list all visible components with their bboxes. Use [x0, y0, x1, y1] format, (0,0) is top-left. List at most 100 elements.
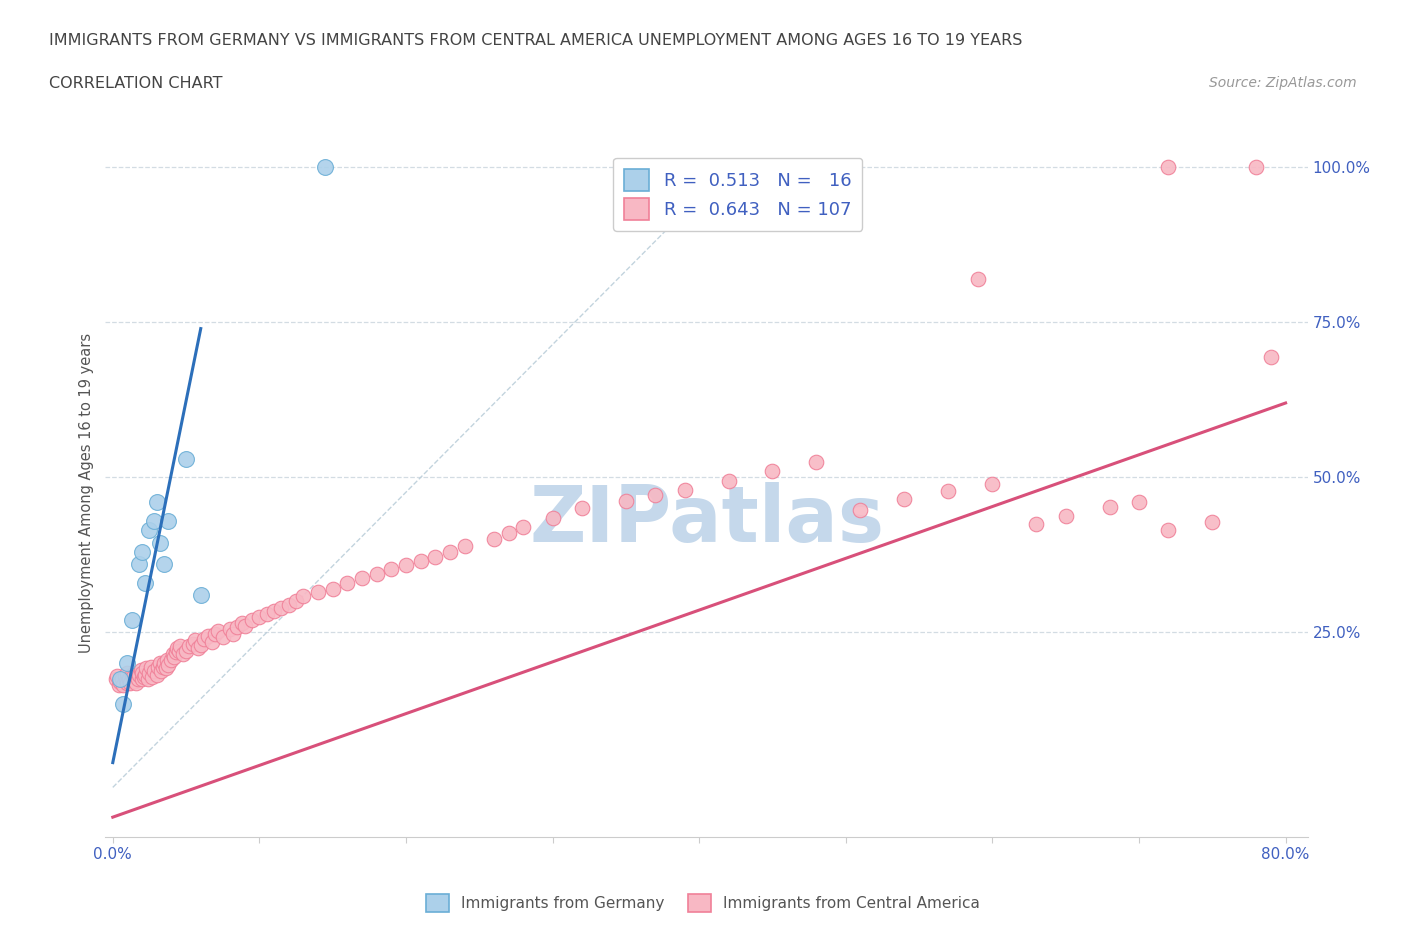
- Point: [322, 581, 344, 596]
- Point: [482, 532, 505, 547]
- Point: [285, 594, 308, 609]
- Point: [138, 665, 160, 680]
- Point: [135, 661, 157, 676]
- Point: [129, 662, 152, 677]
- Point: [117, 665, 139, 680]
- Point: [163, 650, 186, 665]
- Point: [806, 455, 828, 470]
- Point: [166, 641, 188, 656]
- Point: [145, 495, 167, 510]
- Point: [128, 557, 150, 572]
- Point: [148, 659, 170, 674]
- Legend: Immigrants from Germany, Immigrants from Central America: Immigrants from Germany, Immigrants from…: [420, 888, 986, 918]
- Point: [152, 659, 174, 674]
- Point: [177, 639, 200, 654]
- Point: [114, 669, 136, 684]
- Point: [105, 669, 128, 684]
- Point: [120, 676, 142, 691]
- Legend: R =  0.513   N =   16, R =  0.643   N = 107: R = 0.513 N = 16, R = 0.643 N = 107: [613, 158, 862, 231]
- Point: [204, 626, 226, 641]
- Point: [134, 576, 156, 591]
- Point: [121, 613, 143, 628]
- Point: [197, 628, 219, 643]
- Point: [157, 658, 180, 672]
- Point: [134, 667, 156, 682]
- Point: [849, 502, 872, 517]
- Point: [222, 626, 245, 641]
- Point: [153, 656, 176, 671]
- Point: [981, 476, 1004, 491]
- Point: [187, 641, 209, 656]
- Point: [498, 525, 520, 540]
- Point: [149, 535, 172, 550]
- Point: [644, 487, 666, 502]
- Point: [122, 670, 145, 684]
- Point: [153, 557, 176, 572]
- Point: [350, 570, 373, 585]
- Point: [118, 671, 141, 686]
- Point: [108, 674, 131, 689]
- Point: [1201, 514, 1223, 529]
- Point: [149, 656, 172, 671]
- Point: [190, 588, 212, 603]
- Point: [1098, 499, 1121, 514]
- Point: [761, 464, 783, 479]
- Point: [425, 550, 447, 565]
- Point: [1025, 516, 1047, 531]
- Point: [1157, 160, 1180, 175]
- Point: [277, 597, 299, 612]
- Point: [409, 553, 432, 568]
- Point: [117, 656, 139, 671]
- Point: [131, 544, 153, 559]
- Point: [110, 671, 132, 686]
- Point: [614, 494, 637, 509]
- Point: [125, 676, 148, 691]
- Text: CORRELATION CHART: CORRELATION CHART: [49, 76, 222, 91]
- Point: [172, 646, 194, 661]
- Point: [132, 670, 155, 684]
- Point: [233, 618, 256, 633]
- Point: [155, 661, 177, 676]
- Point: [127, 671, 149, 686]
- Point: [160, 653, 183, 668]
- Point: [128, 667, 150, 682]
- Point: [131, 671, 153, 686]
- Point: [142, 663, 165, 678]
- Point: [165, 644, 187, 659]
- Point: [211, 630, 233, 644]
- Point: [141, 670, 163, 684]
- Point: [190, 637, 212, 652]
- Point: [453, 538, 475, 553]
- Point: [1054, 509, 1077, 524]
- Point: [150, 663, 173, 678]
- Point: [157, 513, 180, 528]
- Point: [167, 644, 190, 658]
- Text: IMMIGRANTS FROM GERMANY VS IMMIGRANTS FROM CENTRAL AMERICA UNEMPLOYMENT AMONG AG: IMMIGRANTS FROM GERMANY VS IMMIGRANTS FR…: [49, 33, 1022, 47]
- Point: [104, 671, 127, 686]
- Point: [1157, 523, 1180, 538]
- Point: [207, 624, 229, 639]
- Point: [336, 576, 359, 591]
- Point: [136, 671, 159, 686]
- Point: [717, 473, 740, 488]
- Point: [184, 632, 207, 647]
- Point: [439, 544, 461, 559]
- Point: [142, 513, 165, 528]
- Point: [121, 667, 143, 682]
- Point: [380, 562, 402, 577]
- Point: [145, 667, 167, 682]
- Point: [115, 673, 138, 688]
- Point: [240, 613, 263, 628]
- Point: [131, 665, 153, 680]
- Point: [307, 585, 329, 600]
- Y-axis label: Unemployment Among Ages 16 to 19 years: Unemployment Among Ages 16 to 19 years: [79, 333, 94, 653]
- Point: [966, 272, 988, 286]
- Point: [673, 483, 696, 498]
- Point: [270, 600, 292, 615]
- Point: [1246, 160, 1268, 175]
- Point: [117, 676, 139, 691]
- Point: [247, 609, 270, 624]
- Point: [226, 620, 249, 635]
- Point: [112, 697, 135, 711]
- Point: [256, 606, 278, 621]
